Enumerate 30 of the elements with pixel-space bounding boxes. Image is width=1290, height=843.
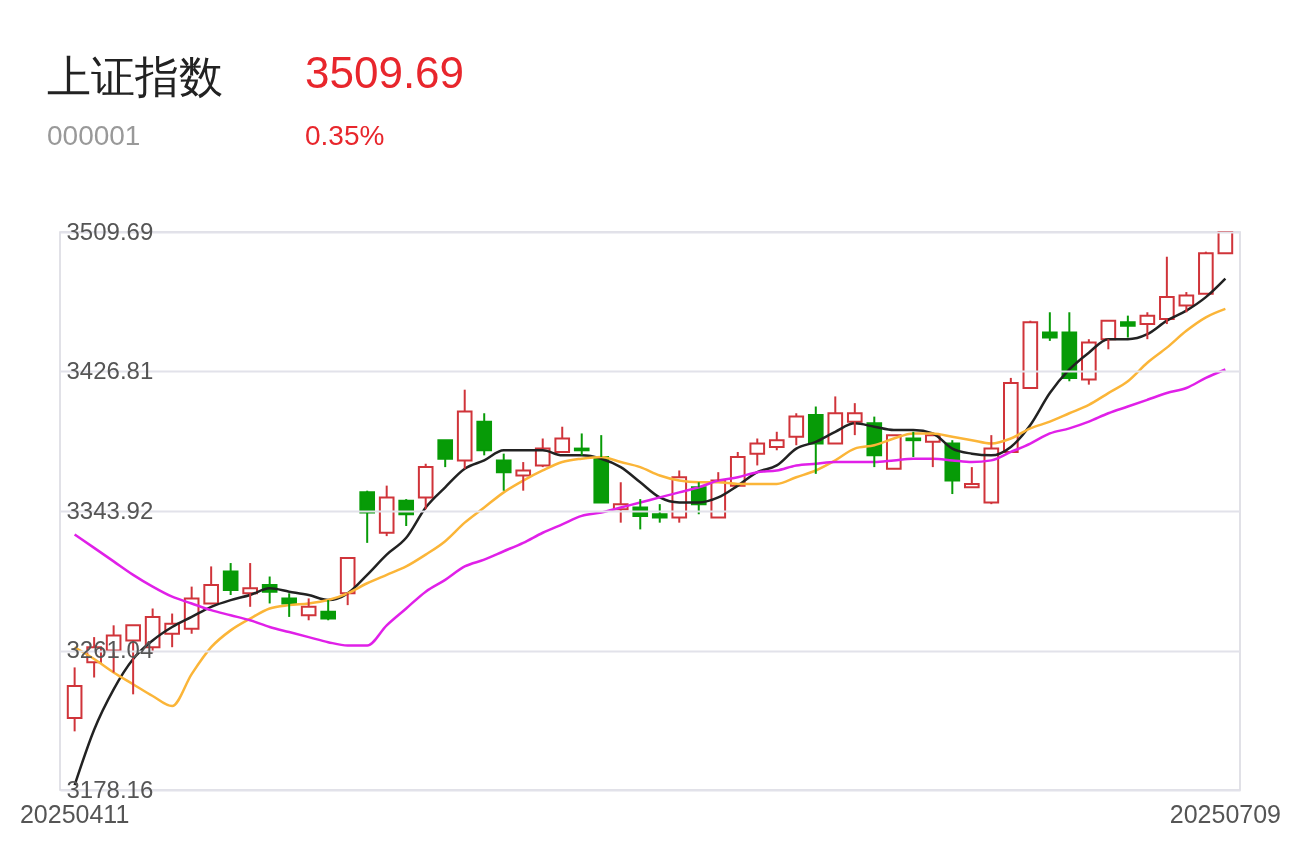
candlestick	[846, 402, 863, 437]
candlestick	[495, 452, 512, 492]
candlestick	[1081, 338, 1097, 386]
candlestick	[183, 585, 200, 635]
candlestick	[1120, 314, 1136, 339]
candlestick	[281, 592, 297, 618]
text: 0.35%	[305, 120, 385, 152]
text: 3509.69	[305, 48, 465, 98]
chart-title: 上证指数	[47, 51, 223, 103]
chart-subtitle: 000001	[47, 120, 141, 152]
candlestick	[1159, 255, 1175, 326]
candlestick	[222, 562, 239, 597]
candlestick	[242, 562, 258, 608]
candlestick	[164, 612, 180, 649]
x-tick-label: 20250709	[1169, 799, 1281, 828]
candlestick	[807, 405, 824, 475]
y-tick-label: 3343.92	[66, 496, 154, 524]
candlestick	[788, 412, 805, 447]
candlestick	[300, 597, 317, 622]
y-tick-label: 3509.69	[66, 217, 154, 245]
candlestick	[983, 434, 1000, 506]
candlestick	[476, 412, 493, 457]
candlestick	[456, 388, 473, 470]
candlestick	[1139, 311, 1156, 341]
candlestick	[671, 469, 688, 524]
candlestick	[66, 666, 83, 733]
y-tick-label: 3426.81	[66, 357, 154, 384]
candlestick	[534, 437, 551, 469]
candlestick	[749, 437, 766, 467]
candlestick	[515, 461, 532, 492]
